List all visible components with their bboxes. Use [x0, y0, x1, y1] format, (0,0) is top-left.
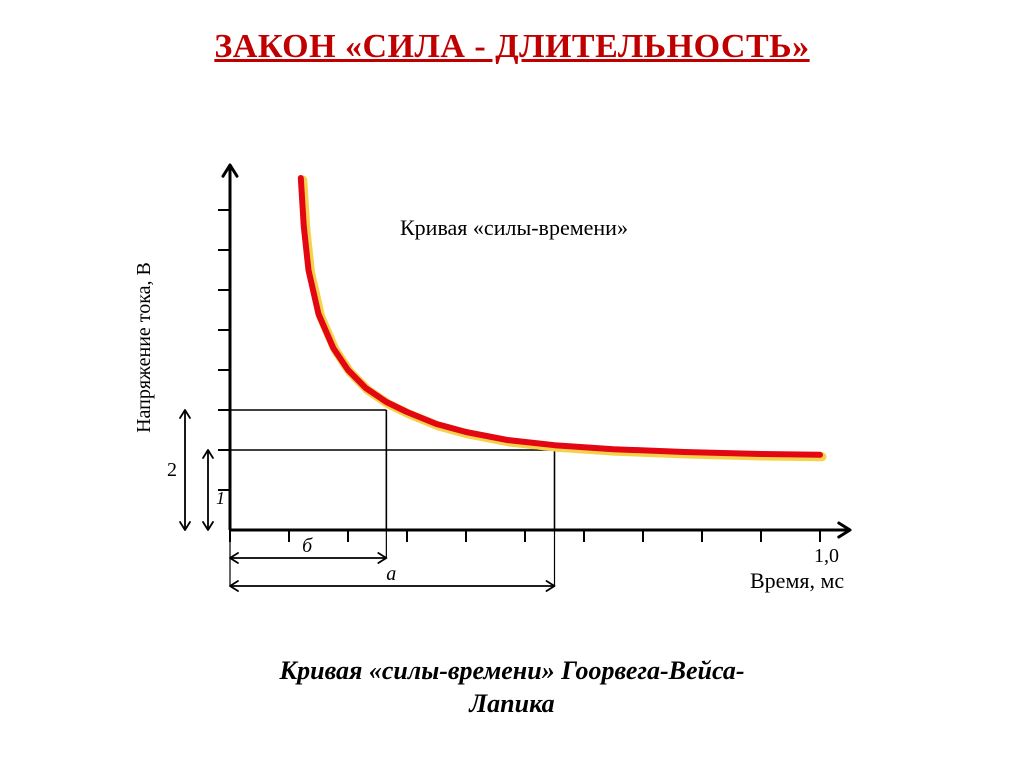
span-1-label: 1 — [216, 488, 225, 508]
chart-caption: Кривая «силы-времени» Гоорвега-Вейса- Ла… — [0, 655, 1024, 720]
span-b-label: б — [302, 535, 313, 557]
chart-container: Напряжение тока, В Время, мс1,0 2 1 б a Кривая… — [110, 150, 890, 610]
curve-label: Кривая «силы-времени» — [400, 215, 628, 240]
span-a-label: a — [386, 563, 396, 585]
x-axis-end-label: 1,0 — [814, 545, 839, 567]
x-axis-label: Время, мс — [750, 568, 844, 593]
y-axis-label: Напряжение тока, В — [133, 262, 155, 433]
span-2-label: 2 — [167, 459, 177, 481]
page-title: ЗАКОН «СИЛА - ДЛИТЕЛЬНОСТЬ» — [0, 28, 1024, 66]
strength-duration-chart: Напряжение тока, В Время, мс1,0 2 1 б a Кривая… — [110, 150, 890, 610]
caption-line-1: Кривая «силы-времени» Гоорвега-Вейса- — [279, 656, 744, 685]
caption-line-2: Лапика — [469, 689, 554, 718]
